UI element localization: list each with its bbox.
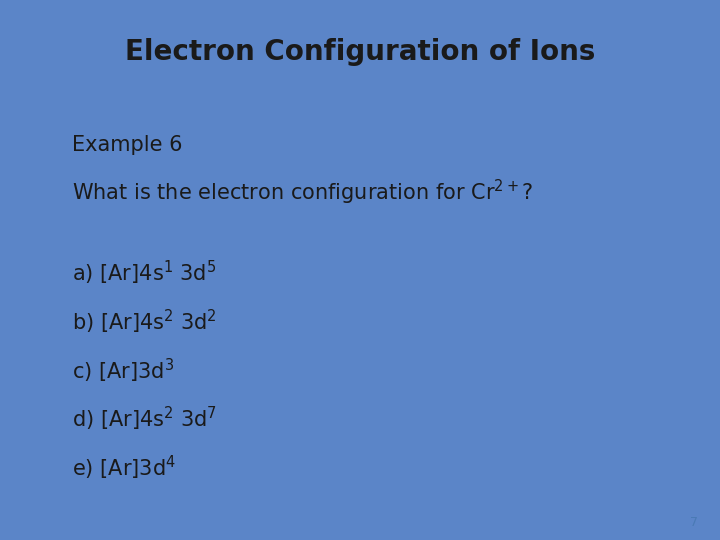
Text: d) [Ar]4s$^2$ 3d$^7$: d) [Ar]4s$^2$ 3d$^7$ <box>72 405 217 433</box>
Text: What is the electron configuration for Cr$^{2+}$?: What is the electron configuration for C… <box>72 178 534 207</box>
Text: Electron Configuration of Ions: Electron Configuration of Ions <box>125 38 595 66</box>
Text: e) [Ar]3d$^4$: e) [Ar]3d$^4$ <box>72 454 176 482</box>
Text: 7: 7 <box>690 516 698 529</box>
Text: b) [Ar]4s$^2$ 3d$^2$: b) [Ar]4s$^2$ 3d$^2$ <box>72 308 217 336</box>
Text: c) [Ar]3d$^3$: c) [Ar]3d$^3$ <box>72 356 174 384</box>
Text: a) [Ar]4s$^1$ 3d$^5$: a) [Ar]4s$^1$ 3d$^5$ <box>72 259 217 287</box>
Text: Example 6: Example 6 <box>72 135 182 155</box>
